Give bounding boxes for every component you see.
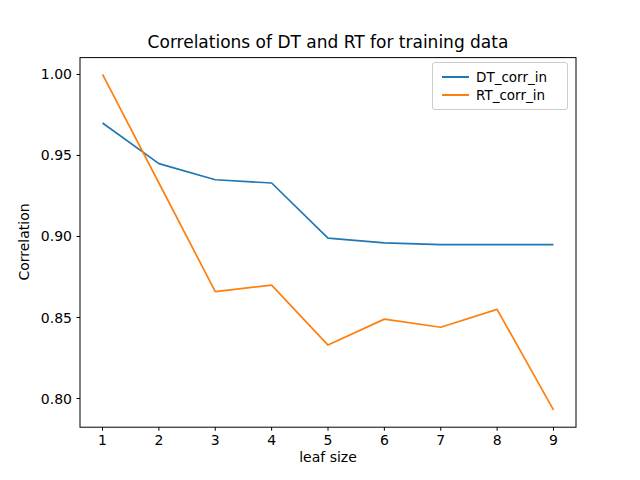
legend-line-sample-rt-icon: [442, 94, 469, 96]
x-tick-label: 6: [380, 432, 389, 448]
figure: Correlations of DT and RT for training d…: [0, 0, 640, 480]
x-tick-label: 9: [549, 432, 558, 448]
legend-line-sample-dt-icon: [442, 76, 469, 78]
legend-item-rt: RT_corr_in: [442, 86, 560, 104]
x-tick-label: 2: [154, 432, 163, 448]
y-tick-label: 0.95: [41, 147, 72, 163]
x-tick-label: 1: [98, 432, 107, 448]
plot-frame: [80, 58, 576, 428]
x-tick-label: 5: [324, 432, 333, 448]
x-tick-label: 3: [211, 432, 220, 448]
y-tick-label: 0.85: [41, 310, 72, 326]
legend-label-rt: RT_corr_in: [476, 86, 545, 104]
x-tick-label: 4: [267, 432, 276, 448]
y-tick-label: 0.80: [41, 391, 72, 407]
y-axis-label: Correlation: [16, 203, 32, 280]
legend-item-dt: DT_corr_in: [442, 68, 560, 86]
x-axis-label: leaf size: [80, 449, 576, 465]
legend-label-dt: DT_corr_in: [476, 68, 547, 86]
x-tick-label: 8: [493, 432, 502, 448]
series-line-dt_corr_in: [103, 123, 554, 245]
y-tick-label: 1.00: [41, 66, 72, 82]
y-tick-label: 0.90: [41, 228, 72, 244]
legend: DT_corr_in RT_corr_in: [432, 62, 568, 110]
x-tick-label: 7: [436, 432, 445, 448]
series-line-rt_corr_in: [103, 74, 554, 409]
